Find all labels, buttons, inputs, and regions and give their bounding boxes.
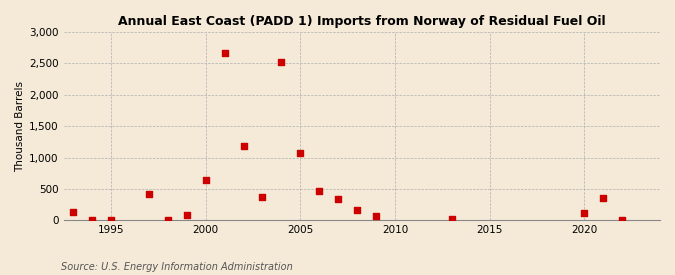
Point	[144, 192, 155, 196]
Point	[105, 218, 116, 222]
Point	[276, 60, 287, 64]
Point	[163, 218, 173, 222]
Point	[182, 213, 192, 217]
Point	[219, 51, 230, 56]
Point	[333, 197, 344, 201]
Point	[314, 189, 325, 193]
Text: Source: U.S. Energy Information Administration: Source: U.S. Energy Information Administ…	[61, 262, 292, 272]
Point	[446, 217, 457, 222]
Point	[617, 218, 628, 222]
Point	[238, 144, 249, 148]
Point	[257, 194, 268, 199]
Title: Annual East Coast (PADD 1) Imports from Norway of Residual Fuel Oil: Annual East Coast (PADD 1) Imports from …	[118, 15, 605, 28]
Point	[295, 150, 306, 155]
Point	[579, 211, 590, 215]
Y-axis label: Thousand Barrels: Thousand Barrels	[15, 81, 25, 172]
Point	[352, 208, 362, 212]
Point	[200, 178, 211, 182]
Point	[371, 214, 381, 219]
Point	[86, 218, 97, 222]
Point	[68, 209, 78, 214]
Point	[598, 196, 609, 200]
